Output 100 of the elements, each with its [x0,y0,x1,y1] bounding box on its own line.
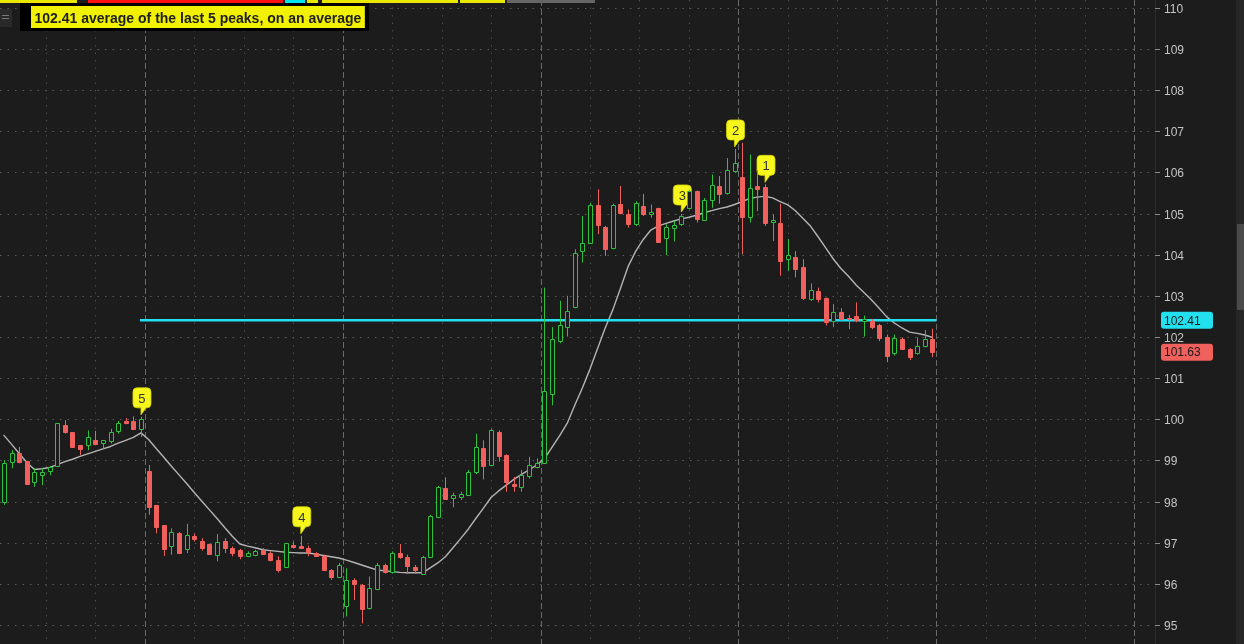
candlestick [748,153,753,224]
candlestick [679,213,684,227]
candlestick [10,449,15,469]
candlestick [246,550,251,558]
candlestick [923,329,928,348]
annotation: 4 [298,509,306,525]
candlestick [276,555,281,573]
candlestick [261,547,266,556]
y-tick-label: 95 [1164,618,1178,633]
y-tick-label: 106 [1164,165,1185,180]
candlestick [695,190,700,224]
candlestick [725,157,730,196]
y-tick-label: 107 [1164,124,1185,139]
y-tick-label: 98 [1164,495,1178,510]
candlestick [786,238,791,272]
text: 101.63 [1164,345,1201,360]
candlestick [489,428,494,467]
y-tick-label: 97 [1164,536,1178,551]
candlestick [634,200,639,227]
candlestick [451,492,456,508]
candlestick [550,326,555,406]
candlestick [162,524,167,557]
y-tick-label: 102.41 [1164,313,1202,328]
candlestick [641,193,646,217]
candlestick [854,301,859,323]
candlestick [322,554,327,572]
candlestick [86,429,91,451]
candlestick [405,554,410,575]
candlestick [839,307,844,322]
candlestick [55,422,60,467]
candlestick [268,550,273,562]
candlestick [291,541,296,549]
candlestick [436,485,441,518]
candlestick [504,453,509,493]
candlestick [367,576,372,610]
candlestick [626,208,631,229]
candlestick [710,173,715,209]
candlestick [139,416,144,438]
y-tick-label: 96 [1164,577,1178,592]
candlestick [831,303,836,328]
candlestick [459,491,464,501]
candlestick [375,562,380,591]
candlestick [238,548,243,560]
candlestick [542,287,547,464]
candlestick [740,142,745,255]
candlestick [611,203,616,250]
y-tick-label: 105 [1164,207,1185,222]
annotation: 3 [678,187,686,203]
candlestick [778,203,783,277]
candlestick [702,197,707,222]
candlestick [771,213,776,242]
candlestick [687,189,692,210]
candlestick [847,314,852,330]
candlestick [93,430,98,446]
y-tick-label: 109 [1164,42,1185,57]
candlestick [421,555,426,576]
y-tick-label: 108 [1164,83,1185,98]
candlestick [101,439,106,450]
candlestick [908,347,913,361]
candlestick [124,417,129,425]
candlestick [603,225,608,257]
candlestick [390,550,395,575]
candlestick [299,535,304,549]
candlestick [32,467,37,488]
candlestick [131,415,136,430]
y-tick-label: 110 [1164,1,1184,16]
candlestick [147,464,152,516]
candlestick [109,428,114,445]
candlestick [535,457,540,469]
candlestick [596,188,601,235]
candlestick [877,323,882,342]
candlestick [656,207,661,244]
candlestick [816,287,821,303]
y-tick-label: 101 [1164,371,1185,386]
candlestick [466,469,471,497]
candlestick [40,467,45,486]
candlestick [588,202,593,244]
candlestick [398,543,403,560]
candlestick [383,563,388,575]
y-tick-label: 99 [1164,453,1178,468]
candlestick [664,223,669,256]
candlestick [63,419,68,435]
candlestick [558,300,563,344]
candlestick [413,564,418,575]
candlestick [618,185,623,215]
candlestick [519,469,524,493]
candlestick [360,583,365,624]
candlestick [185,523,190,554]
candlestick [733,148,738,174]
candlestick [230,545,235,557]
candlestick [717,175,722,205]
annotation: 1 [762,157,770,173]
candlestick [223,537,228,554]
y-tick-label: 104 [1164,248,1185,263]
candlestick [512,476,517,493]
candlestick [428,514,433,558]
candlestick [565,295,570,338]
annotation: 5 [138,390,146,406]
candlestick [192,533,197,543]
candlestick [329,568,334,581]
